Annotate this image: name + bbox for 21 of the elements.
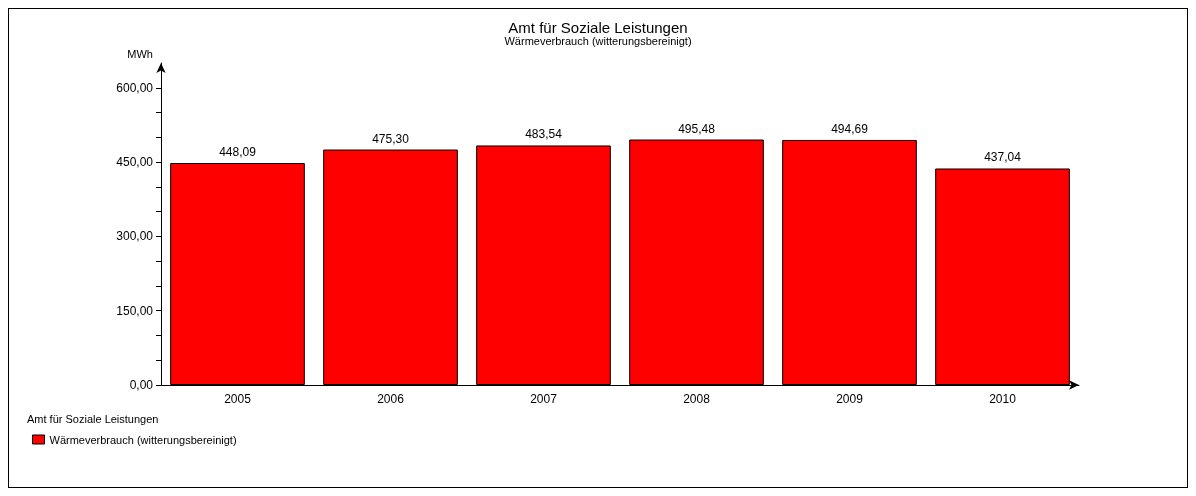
x-tick-label: 2008 (683, 392, 711, 406)
data-label: 494,69 (831, 121, 869, 136)
data-label: 437,04 (984, 150, 1022, 165)
y-tick-label: 150,00 (116, 303, 154, 318)
x-tick-label: 2009 (836, 392, 864, 406)
data-label: 495,48 (678, 121, 716, 136)
chart-title: Amt für Soziale Leistungen (508, 19, 688, 36)
x-tick-label: 2010 (989, 392, 1017, 406)
y-tick-label: 0,00 (129, 378, 154, 392)
x-tick-label: 2007 (530, 392, 558, 406)
y-tick-label: 300,00 (116, 229, 154, 244)
y-tick-label: 600,00 (116, 80, 154, 95)
data-label: 483,54 (525, 127, 563, 142)
x-tick-label: 2005 (224, 392, 252, 406)
legend-title: Amt für Soziale Leistungen (27, 412, 159, 425)
data-label: 475,30 (372, 131, 410, 146)
y-axis-title: MWh (127, 47, 153, 60)
legend-label: Wärmeverbrauch (witterungsbereinigt) (49, 433, 237, 446)
x-tick-label: 2006 (377, 392, 405, 406)
y-tick-label: 450,00 (116, 155, 154, 170)
data-label: 448,09 (219, 145, 257, 160)
